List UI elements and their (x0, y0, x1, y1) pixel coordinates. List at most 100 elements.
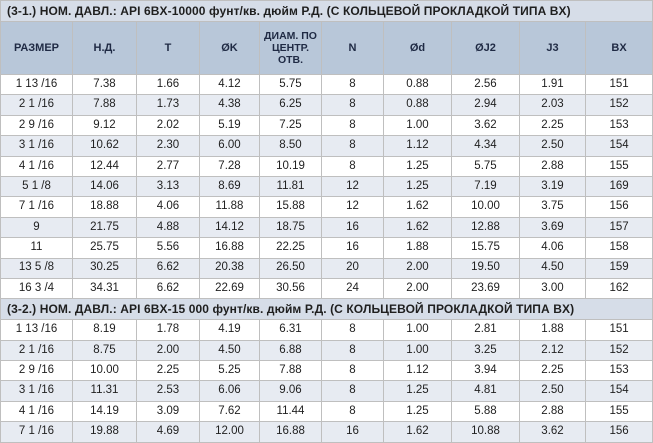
cell-size: 3 1 /16 (0, 135, 73, 157)
cell-size: 5 1 /8 (0, 175, 73, 198)
cell-size: 16 3 /4 (0, 277, 73, 300)
cell-j2: 15.75 (451, 237, 520, 259)
cell-j2: 23.69 (451, 277, 520, 300)
cell-k: 22.69 (199, 277, 260, 300)
cell-k: 16.88 (199, 237, 260, 259)
cell-j3: 4.50 (519, 257, 586, 279)
cell-bolt-circle: 6.31 (259, 319, 322, 341)
cell-k: 4.38 (199, 94, 260, 116)
cell-n: 8 (321, 155, 384, 177)
cell-bolt-circle: 10.19 (259, 155, 322, 177)
table-row: 9 21.75 4.88 14.12 18.75 16 1.62 12.88 3.69 157 (0, 216, 653, 239)
cell-t: 6.62 (136, 257, 200, 279)
cell-bolt-circle: 30.56 (259, 277, 322, 300)
cell-j3: 1.91 (519, 73, 586, 96)
cell-n: 8 (321, 319, 384, 341)
table-row: 3 1 /16 11.31 2.53 6.06 9.06 8 1.25 4.81 2.50 154 (0, 380, 653, 402)
cell-size: 7 1 /16 (0, 421, 73, 443)
cell-bx: 152 (584, 94, 653, 116)
cell-bolt-circle: 11.81 (259, 175, 322, 198)
cell-n: 8 (321, 360, 384, 382)
cell-od: 25.75 (72, 237, 137, 259)
cell-bolt-circle: 7.25 (259, 114, 322, 137)
cell-j2: 2.81 (451, 319, 520, 341)
cell-od: 11.31 (72, 380, 137, 402)
table-row: 3 1 /16 10.62 2.30 6.00 8.50 8 1.12 4.34 2.50 154 (0, 135, 653, 157)
cell-t: 1.66 (136, 73, 200, 96)
cell-k: 8.69 (199, 175, 260, 198)
cell-od: 10.62 (72, 135, 137, 157)
cell-t: 3.13 (136, 175, 200, 198)
header-k: ØK (199, 21, 260, 75)
cell-bx: 151 (584, 319, 653, 341)
cell-t: 2.30 (136, 135, 200, 157)
cell-od: 34.31 (72, 277, 137, 300)
cell-bolt-circle: 8.50 (259, 135, 322, 157)
cell-k: 7.28 (199, 155, 260, 177)
cell-j2: 2.56 (451, 73, 520, 96)
cell-d: 1.62 (383, 421, 452, 443)
section-1-title: (3-1.) НОМ. ДАВЛ.: API 6BX-10000 фунт/кв… (0, 0, 653, 22)
cell-d: 1.25 (383, 155, 452, 177)
cell-bolt-circle: 7.88 (259, 360, 322, 382)
cell-d: 1.62 (383, 216, 452, 239)
cell-size: 2 1 /16 (0, 94, 73, 116)
table-row: 5 1 /8 14.06 3.13 8.69 11.81 12 1.25 7.19 3.19 16… (0, 175, 653, 198)
table-row: 13 5 /8 30.25 6.62 20.38 26.50 20 2.00 19.50 4.5… (0, 257, 653, 279)
section-2-title-row: (3-2.) НОМ. ДАВЛ.: API 6BX-15 000 фунт/к… (0, 298, 653, 321)
cell-bolt-circle: 16.88 (259, 421, 322, 443)
cell-d: 1.12 (383, 135, 452, 157)
cell-t: 2.25 (136, 360, 200, 382)
cell-j3: 3.62 (519, 421, 586, 443)
cell-n: 8 (321, 339, 384, 362)
cell-n: 8 (321, 380, 384, 402)
table-row: 2 9 /16 9.12 2.02 5.19 7.25 8 1.00 3.62 2.25 153 (0, 114, 653, 137)
cell-od: 8.75 (72, 339, 137, 362)
cell-d: 1.62 (383, 196, 452, 218)
cell-n: 8 (321, 73, 384, 96)
cell-k: 12.00 (199, 421, 260, 443)
cell-t: 4.69 (136, 421, 200, 443)
cell-bx: 154 (584, 380, 653, 402)
cell-n: 12 (321, 196, 384, 218)
cell-k: 7.62 (199, 400, 260, 423)
cell-n: 8 (321, 400, 384, 423)
cell-n: 8 (321, 135, 384, 157)
cell-bx: 158 (584, 237, 653, 259)
cell-k: 4.19 (199, 319, 260, 341)
table-row: 1 13 /16 7.38 1.66 4.12 5.75 8 0.88 2.56 1.91 151 (0, 73, 653, 96)
cell-j3: 3.00 (519, 277, 586, 300)
cell-j2: 5.88 (451, 400, 520, 423)
cell-d: 2.00 (383, 257, 452, 279)
cell-k: 6.00 (199, 135, 260, 157)
cell-d: 1.00 (383, 319, 452, 341)
cell-t: 6.62 (136, 277, 200, 300)
table-row: 2 9 /16 10.00 2.25 5.25 7.88 8 1.12 3.94 2.25 153 (0, 360, 653, 382)
cell-d: 1.00 (383, 114, 452, 137)
cell-bx: 157 (584, 216, 653, 239)
cell-od: 10.00 (72, 360, 137, 382)
cell-k: 6.06 (199, 380, 260, 402)
cell-d: 1.25 (383, 175, 452, 198)
header-bx: BX (584, 21, 653, 75)
section-2-title: (3-2.) НОМ. ДАВЛ.: API 6BX-15 000 фунт/к… (0, 298, 653, 321)
cell-od: 14.06 (72, 175, 137, 198)
cell-d: 1.00 (383, 339, 452, 362)
cell-j3: 2.50 (519, 135, 586, 157)
cell-od: 7.38 (72, 73, 137, 96)
cell-n: 8 (321, 114, 384, 137)
header-t: T (136, 21, 200, 75)
header-n: N (321, 21, 384, 75)
cell-j3: 2.25 (519, 114, 586, 137)
cell-bx: 159 (584, 257, 653, 279)
cell-j3: 2.50 (519, 380, 586, 402)
cell-bx: 152 (584, 339, 653, 362)
cell-size: 1 13 /16 (0, 73, 73, 96)
cell-bx: 156 (584, 196, 653, 218)
cell-bx: 169 (584, 175, 653, 198)
cell-size: 11 (0, 237, 73, 259)
cell-size: 1 13 /16 (0, 319, 73, 341)
